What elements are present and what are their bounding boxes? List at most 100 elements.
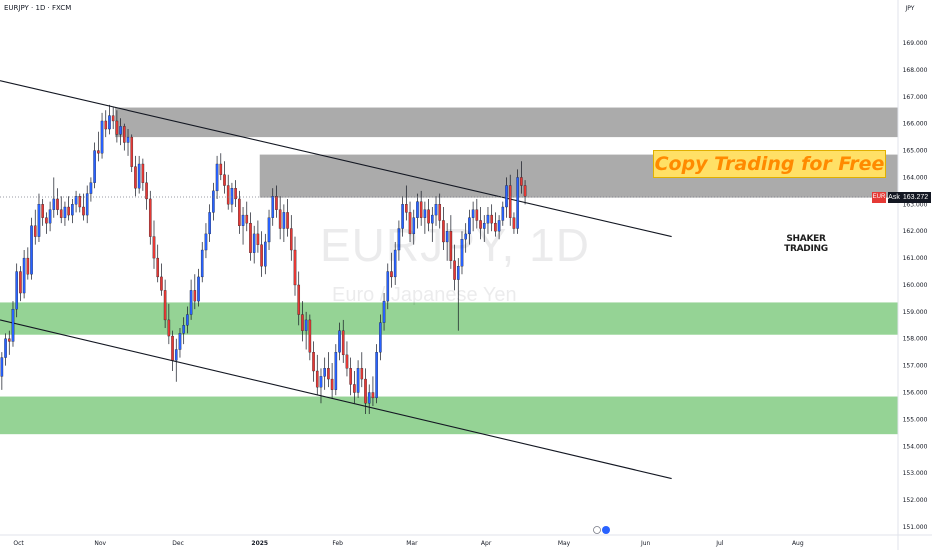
current-price-value: 163.272 xyxy=(900,191,931,203)
bullish-candle xyxy=(71,204,74,216)
bullish-candle xyxy=(397,228,401,251)
symbol-watermark: EURJPY, 1D xyxy=(320,219,590,271)
price-axis[interactable]: JPY 151.000 152.000 153.000 154.000 155.000 15… xyxy=(897,0,928,550)
bullish-candle xyxy=(356,368,360,393)
y-tick-label: 151.000 xyxy=(903,524,928,531)
bearish-candle xyxy=(494,222,497,232)
bearish-candle xyxy=(111,115,115,122)
bullish-candle xyxy=(264,241,267,267)
bullish-candle xyxy=(204,233,208,251)
bearish-candle xyxy=(245,214,249,224)
bullish-candle xyxy=(215,163,219,192)
logo-line-1: SHAKER xyxy=(786,234,826,244)
x-tick-label: 2025 xyxy=(251,540,268,547)
shaker-trading-logo: SHAKER TRADING xyxy=(781,234,831,264)
bearish-candle xyxy=(134,166,137,189)
bullish-candle xyxy=(126,136,130,143)
bullish-candle xyxy=(200,249,204,278)
y-tick-label: 168.000 xyxy=(903,67,928,74)
bearish-candle xyxy=(364,378,367,404)
bearish-candle xyxy=(104,120,108,130)
bearish-candle xyxy=(19,271,22,294)
y-tick-label: 160.000 xyxy=(903,282,928,289)
bearish-candle xyxy=(512,217,516,229)
bearish-candle xyxy=(405,204,408,213)
current-price-tag: EUR Ask 163.272 xyxy=(872,191,931,203)
bullish-candle xyxy=(178,333,182,350)
bearish-candle xyxy=(301,314,304,331)
bullish-candle xyxy=(497,220,501,232)
bearish-candle xyxy=(26,257,30,275)
x-tick-label: Jun xyxy=(640,540,651,547)
candlesticks xyxy=(0,104,527,415)
x-tick-label: Feb xyxy=(332,540,343,547)
resistance-zone xyxy=(115,107,898,138)
x-tick-label: Aug xyxy=(792,540,804,547)
y-tick-label: 153.000 xyxy=(903,470,928,477)
bearish-candle xyxy=(256,233,260,245)
bullish-candle xyxy=(423,209,427,218)
bearish-candle xyxy=(45,217,48,224)
bullish-candle xyxy=(456,266,460,280)
bullish-candle xyxy=(52,198,56,210)
bearish-candle xyxy=(479,220,482,229)
bullish-candle xyxy=(501,206,505,221)
bearish-candle xyxy=(226,185,230,205)
x-tick-label: Nov xyxy=(94,540,106,547)
bullish-candle xyxy=(63,206,67,218)
bullish-candle xyxy=(379,322,382,353)
x-tick-label: May xyxy=(558,540,571,547)
bearish-candle xyxy=(141,163,145,183)
time-axis[interactable]: Oct Nov Dec 2025 Feb Mar Apr May Jun Jul Aug xyxy=(0,526,932,547)
symbol-header: EURJPY · 1D · FXCM xyxy=(4,4,72,12)
bearish-candle xyxy=(219,163,223,175)
bearish-candle xyxy=(297,284,301,315)
bullish-candle xyxy=(393,249,397,278)
bearish-candle xyxy=(234,188,237,200)
bearish-candle xyxy=(163,290,167,321)
y-tick-label: 154.000 xyxy=(903,443,928,450)
copy-trading-banner: Copy Trading for Free xyxy=(653,150,886,178)
x-tick-label: Dec xyxy=(172,540,184,547)
bullish-candle xyxy=(182,325,185,334)
bullish-candle xyxy=(48,209,52,224)
y-tick-label: 156.000 xyxy=(903,390,928,397)
bearish-candle xyxy=(33,225,37,237)
bearish-candle xyxy=(193,290,197,302)
bullish-candle xyxy=(505,185,508,208)
y-tick-label: 157.000 xyxy=(903,363,928,370)
bullish-candle xyxy=(230,188,234,205)
bullish-candle xyxy=(252,233,256,253)
x-tick-label: Apr xyxy=(481,540,492,547)
bearish-candle xyxy=(278,209,282,229)
bearish-candle xyxy=(115,120,119,135)
bearish-candle xyxy=(7,338,11,342)
bearish-candle xyxy=(453,260,456,280)
bearish-candle xyxy=(286,212,289,229)
bullish-candle xyxy=(482,222,486,229)
currency-flag: EUR xyxy=(872,191,886,203)
y-tick-label: 155.000 xyxy=(903,416,928,423)
bearish-candle xyxy=(345,354,349,369)
bearish-candle xyxy=(390,271,393,278)
bullish-candle xyxy=(0,357,4,377)
y-tick-label: 152.000 xyxy=(903,497,928,504)
bearish-candle xyxy=(438,204,442,221)
bullish-candle xyxy=(212,190,215,213)
bullish-candle xyxy=(486,214,490,224)
bullish-candle xyxy=(37,204,41,237)
bearish-candle xyxy=(327,368,330,380)
bearish-candle xyxy=(167,319,171,337)
bearish-candle xyxy=(353,384,356,393)
banner-text: Copy Trading for Free xyxy=(654,153,885,175)
bearish-candle xyxy=(289,228,293,251)
bearish-candle xyxy=(249,222,252,253)
bearish-candle xyxy=(275,196,278,210)
bullish-candle xyxy=(386,271,390,302)
logo-line-2: TRADING xyxy=(784,244,828,254)
bullish-candle xyxy=(100,120,104,154)
bullish-candle xyxy=(11,309,15,342)
lower-trendline xyxy=(0,319,672,480)
bearish-candle xyxy=(308,319,312,353)
